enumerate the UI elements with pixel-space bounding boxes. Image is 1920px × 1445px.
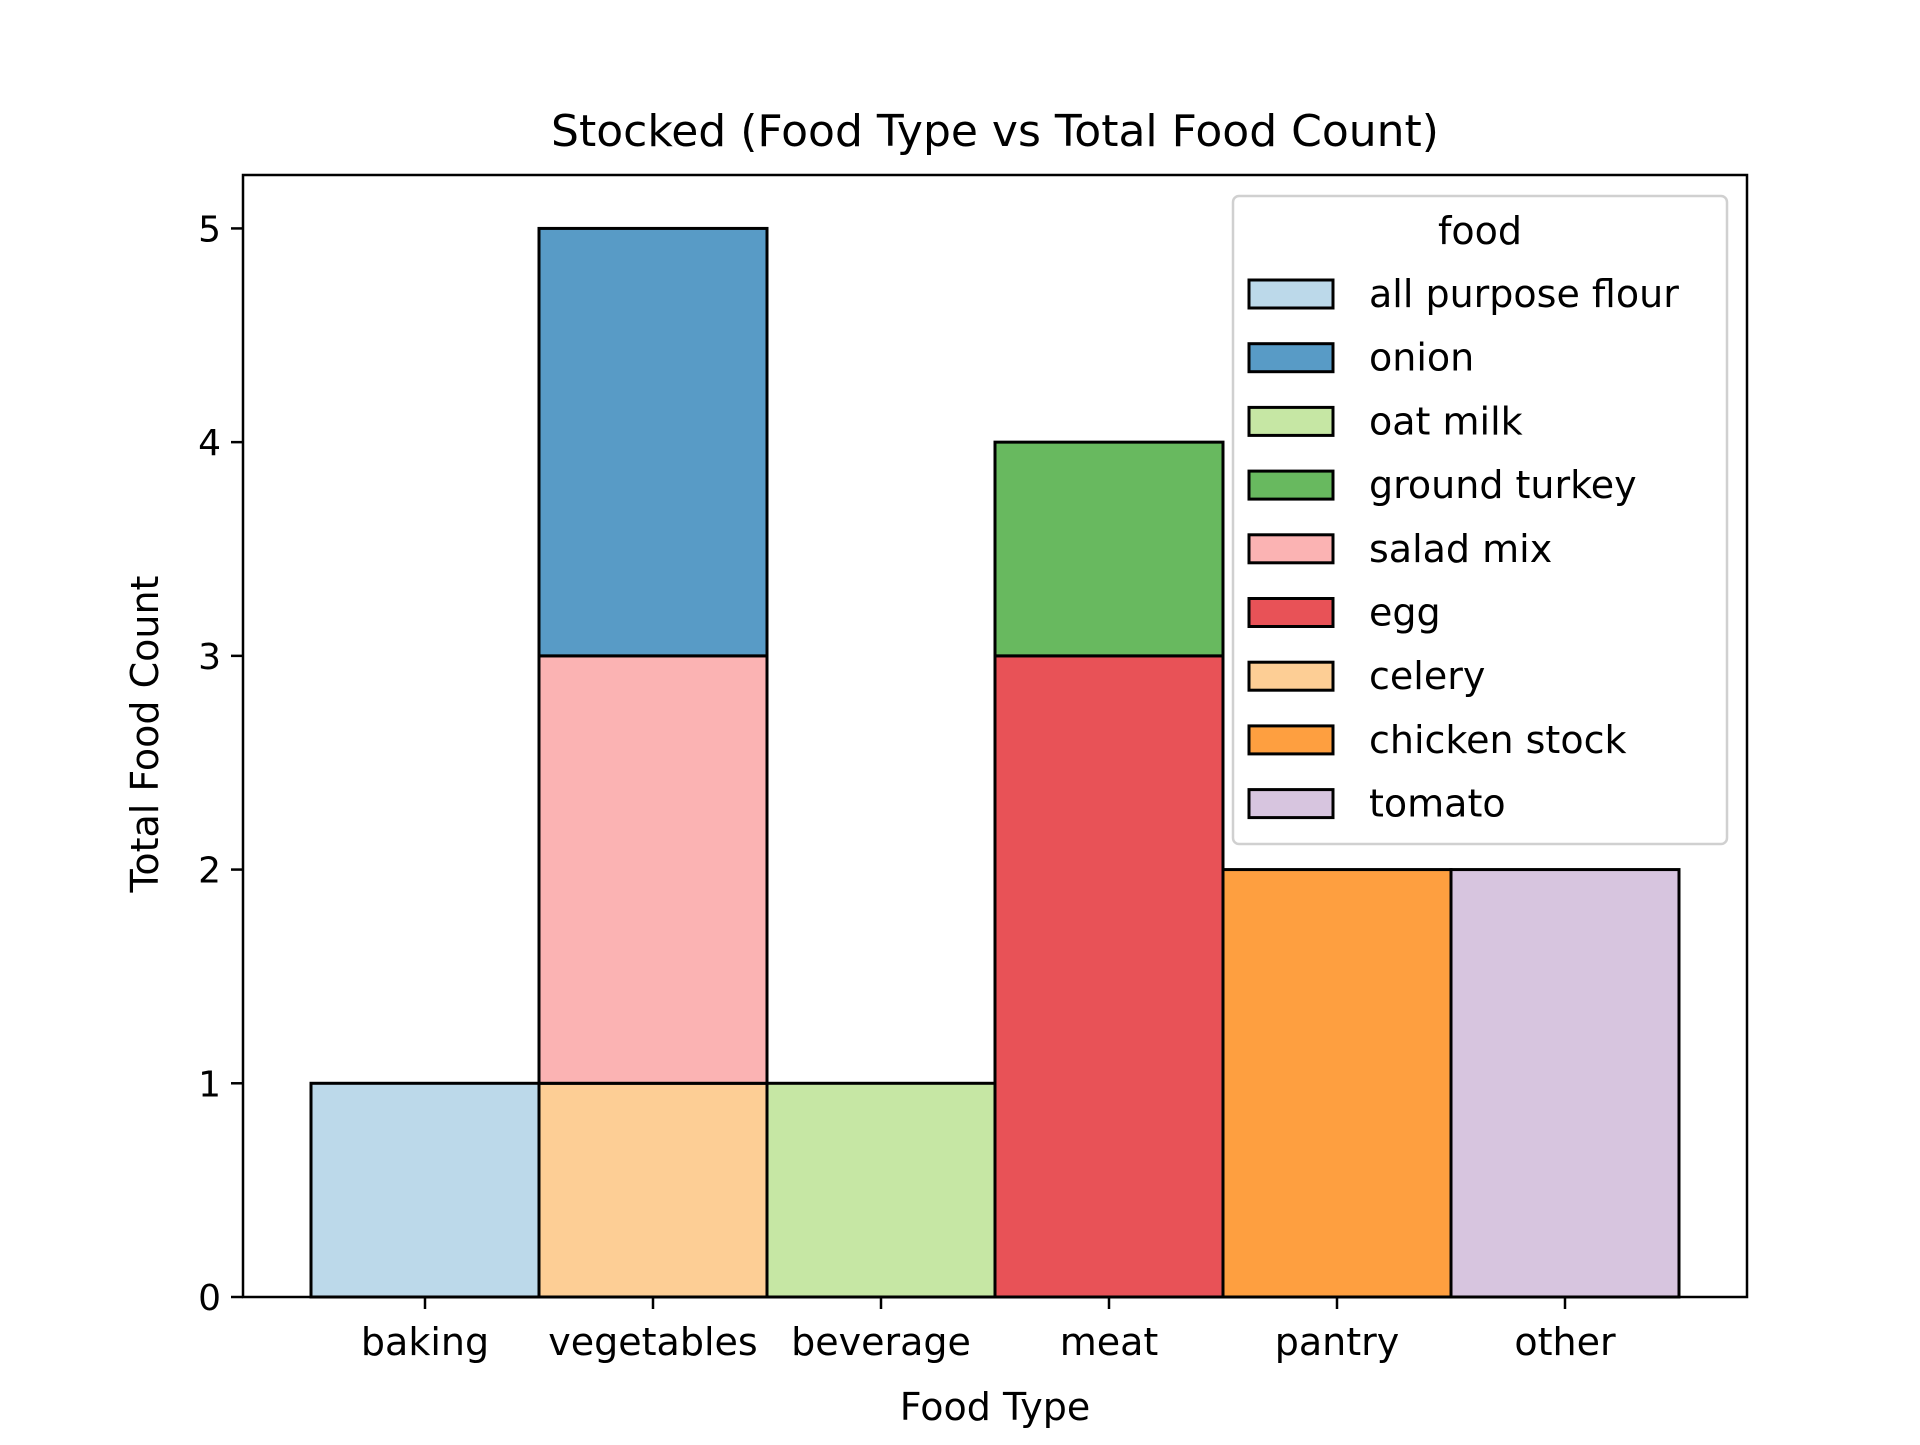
bar-meat-egg xyxy=(993,654,1225,1299)
x-tick-label-pantry: pantry xyxy=(1275,1320,1400,1364)
legend-swatch-chicken-stock xyxy=(1247,724,1335,756)
legend-swatch-egg xyxy=(1247,597,1335,628)
bar-vegetables-onion xyxy=(537,226,769,658)
legend-label-onion: onion xyxy=(1369,336,1474,380)
bar-baking-all-purpose-flour xyxy=(309,1081,541,1299)
x-axis-label: Food Type xyxy=(900,1385,1090,1429)
legend-swatch-all-purpose-flour xyxy=(1247,278,1335,310)
axes-layer: 0 1 2 3 4 5 baking vegetables beverage meat pantry… xyxy=(198,173,1749,1364)
bars-layer xyxy=(309,226,1681,1299)
x-tick-label-vegetables: vegetables xyxy=(548,1320,757,1364)
legend-title: food xyxy=(1438,209,1522,253)
y-tick-label: 4 xyxy=(198,423,221,464)
legend-label-chicken-stock: chicken stock xyxy=(1369,718,1626,762)
legend-swatch-onion xyxy=(1247,342,1335,374)
bar-vegetables-salad-mix xyxy=(537,654,769,1085)
legend-label-all-purpose-flour: all purpose flour xyxy=(1369,272,1679,316)
x-tick-label-baking: baking xyxy=(361,1320,489,1364)
legend-label-celery: celery xyxy=(1369,654,1485,698)
legend-box xyxy=(1231,194,1729,846)
legend-swatch-celery xyxy=(1247,660,1335,692)
y-tick-label: 3 xyxy=(198,637,221,678)
bar-vegetables-celery xyxy=(537,1081,769,1299)
plot-frame xyxy=(241,173,1749,1299)
bar-pantry-chicken-stock xyxy=(1221,868,1453,1299)
legend-swatch-ground-turkey xyxy=(1247,469,1335,501)
legend-label-oat-milk: oat milk xyxy=(1369,399,1523,443)
legend-label-salad-mix: salad mix xyxy=(1369,527,1552,571)
x-tick-label-other: other xyxy=(1514,1320,1616,1364)
bar-meat-ground-turkey xyxy=(993,440,1225,658)
legend: food all purpose flour onion oat milk ground… xyxy=(1231,194,1729,846)
legend-label-ground-turkey: ground turkey xyxy=(1369,463,1637,507)
y-tick-label: 5 xyxy=(198,209,221,250)
x-tick-label-meat: meat xyxy=(1060,1320,1159,1364)
y-axis-label: Total Food Count xyxy=(123,576,167,894)
chart-title: Stocked (Food Type vs Total Food Count) xyxy=(551,106,1439,157)
y-tick-label: 0 xyxy=(198,1278,221,1319)
bar-beverage-oat-milk xyxy=(765,1081,997,1299)
y-tick-label: 2 xyxy=(198,851,221,892)
legend-label-tomato: tomato xyxy=(1369,782,1506,826)
bar-other-tomato xyxy=(1449,868,1681,1299)
x-tick-label-beverage: beverage xyxy=(791,1320,971,1364)
legend-swatch-tomato xyxy=(1247,788,1335,820)
y-tick-label: 1 xyxy=(198,1064,221,1105)
legend-swatch-salad-mix xyxy=(1247,533,1335,565)
legend-swatch-oat-milk xyxy=(1247,405,1335,437)
legend-label-egg: egg xyxy=(1369,591,1441,635)
